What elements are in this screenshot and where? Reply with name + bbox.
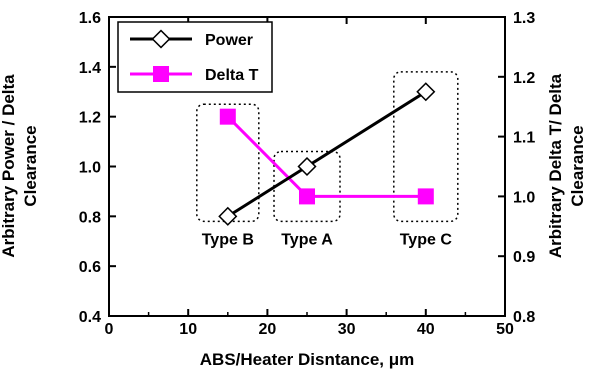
y-axis-title-right: Arbitrary Delta T/ Delta Clearance bbox=[546, 73, 587, 258]
x-tick-label: 30 bbox=[338, 321, 356, 338]
y-tick-label: 0.8 bbox=[79, 209, 101, 226]
group-label: Type C bbox=[400, 231, 453, 248]
y-tick-label: 1.0 bbox=[79, 160, 101, 177]
x-tick-label: 40 bbox=[417, 321, 435, 338]
series-line-delta-t bbox=[226, 115, 426, 198]
group-label: Type A bbox=[281, 231, 333, 248]
y-tick-label: 0.4 bbox=[79, 309, 101, 326]
x-tick-label: 20 bbox=[259, 321, 277, 338]
data-point-delta-t bbox=[417, 188, 434, 205]
y2-tick-label: 1.3 bbox=[513, 10, 535, 27]
group-boxes: Type B Type A Type C bbox=[196, 71, 459, 248]
legend-marker-delta-t bbox=[153, 66, 169, 82]
y-tick-label: 1.6 bbox=[79, 10, 101, 27]
x-tick-label: 0 bbox=[105, 321, 114, 338]
y2-tick-label: 0.8 bbox=[513, 309, 535, 326]
legend-label-delta-t: Delta T bbox=[205, 67, 259, 84]
legend-box bbox=[117, 21, 273, 93]
data-point-delta-t bbox=[219, 108, 236, 125]
y-tick-label: 0.6 bbox=[79, 259, 101, 276]
data-point-power bbox=[297, 156, 317, 177]
y2-tick-label: 1.0 bbox=[513, 189, 535, 206]
x-axis-title: ABS/Heater Disntance, μm bbox=[200, 350, 414, 369]
x-tick-label: 50 bbox=[496, 321, 514, 338]
legend-marker-power bbox=[151, 29, 171, 49]
y-tick-label: 1.4 bbox=[79, 60, 101, 77]
group-box bbox=[393, 71, 459, 223]
y-tick-label: 1.2 bbox=[79, 110, 101, 127]
x-tick-label: 10 bbox=[179, 321, 197, 338]
y-axis-title-left: Arbitrary Power / Delta Clearance bbox=[0, 74, 40, 258]
y2-tick-label: 0.9 bbox=[513, 249, 535, 266]
data-point-power bbox=[218, 206, 238, 226]
legend: Power Delta T bbox=[117, 21, 273, 93]
y2-tick-label: 1.2 bbox=[513, 70, 535, 87]
ticks: 0 10 20 30 40 50 0.4 0.6 0.8 1.0 1.2 1.4 1.6 0.8 0.9 1.… bbox=[79, 10, 536, 338]
data-point-delta-t bbox=[299, 188, 315, 205]
legend-label-power: Power bbox=[205, 32, 253, 49]
series-layer bbox=[218, 82, 436, 226]
y2-tick-label: 1.1 bbox=[513, 130, 535, 147]
group-label: Type B bbox=[202, 231, 254, 248]
data-point-power bbox=[416, 82, 436, 102]
